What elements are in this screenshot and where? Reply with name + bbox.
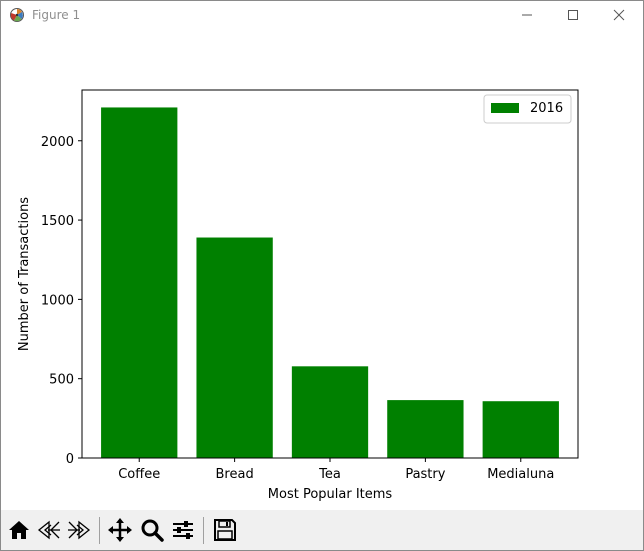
zoom-icon (141, 519, 164, 542)
zoom-button[interactable] (138, 516, 166, 544)
toolbar-separator (99, 517, 100, 544)
axes-frame (81, 89, 579, 459)
legend: 2016 (483, 94, 572, 124)
x-tick-label: Pastry (405, 467, 445, 482)
x-tick-label: Bread (216, 467, 254, 482)
toolbar-separator (203, 517, 204, 544)
y-tick-label: 2000 (41, 135, 74, 150)
figure-canvas[interactable]: 0 500 1000 1500 2000 Coffee Bread Tea Pastry Med… (1, 30, 643, 510)
y-tick-label: 1500 (41, 214, 74, 229)
bar-coffee (101, 107, 178, 458)
x-tick-label: Tea (318, 467, 341, 482)
legend-box (483, 94, 572, 124)
forward-icon (68, 520, 91, 540)
y-tick-label: 500 (49, 373, 74, 388)
bar-bread (196, 237, 273, 458)
x-axis-label: Most Popular Items (268, 487, 393, 502)
configure-subplots-icon (173, 521, 193, 539)
y-axis-label: Number of Transactions (17, 197, 32, 351)
matplotlib-icon (9, 7, 25, 23)
back-button[interactable] (35, 516, 63, 544)
maximize-icon (568, 10, 578, 20)
legend-label: 2016 (530, 101, 563, 116)
configure-subplots-button[interactable] (169, 516, 197, 544)
title-bar[interactable]: Figure 1 (1, 1, 643, 30)
bar-tea (291, 366, 369, 458)
y-tick-label: 0 (66, 452, 74, 467)
minimize-button[interactable] (504, 1, 550, 30)
minimize-icon (522, 14, 532, 16)
bar-medialuna (482, 401, 559, 458)
pan-button[interactable] (106, 516, 134, 544)
y-tick-label: 1000 (41, 293, 74, 308)
maximize-button[interactable] (550, 1, 596, 30)
pan-icon (108, 518, 132, 542)
home-icon (9, 521, 29, 539)
forward-button[interactable] (65, 516, 93, 544)
close-button[interactable] (596, 1, 642, 30)
save-icon (214, 519, 236, 541)
navigation-toolbar (1, 510, 643, 550)
save-button[interactable] (211, 516, 239, 544)
legend-swatch (491, 103, 519, 113)
bar-chart: 0 500 1000 1500 2000 Coffee Bread Tea Pastry Med… (17, 89, 579, 502)
back-icon (37, 520, 60, 540)
x-tick-label: Medialuna (487, 467, 554, 482)
home-button[interactable] (5, 516, 33, 544)
window-title: Figure 1 (32, 8, 81, 22)
bar-pastry (387, 400, 464, 458)
close-icon (613, 9, 625, 21)
x-tick-label: Coffee (118, 467, 160, 482)
